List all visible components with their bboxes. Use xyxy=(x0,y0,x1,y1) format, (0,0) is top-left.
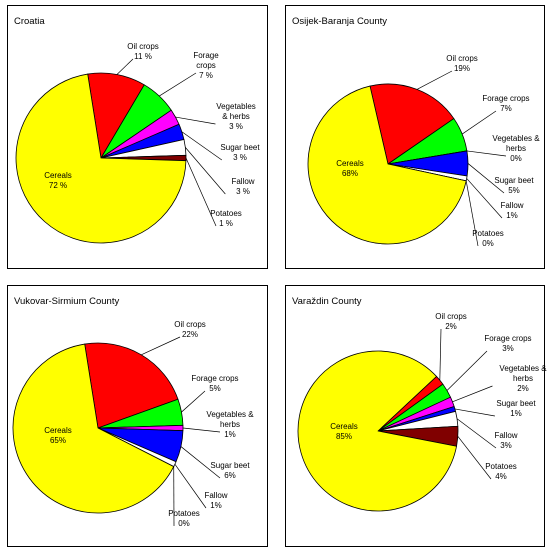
chart-title: Vukovar-Sirmium County xyxy=(14,296,120,307)
data-label-fallow: Fallow 3% xyxy=(494,431,517,450)
data-label-potatoes: Potatoes 0% xyxy=(472,229,504,248)
data-label-vegetables-herbs: Vegetables & herbs 3 % xyxy=(216,102,256,131)
leader-line-forage-crops xyxy=(181,390,206,413)
chart-title: Croatia xyxy=(14,16,45,27)
data-label-potatoes: Potatoes 0% xyxy=(168,509,200,528)
data-label-cereals: Cereals 68% xyxy=(336,159,364,178)
data-label-vegetables-herbs: Vegetables & herbs 2% xyxy=(499,364,547,393)
data-label-forage-crops: Forage crops 7% xyxy=(482,94,529,113)
leader-line-forage-crops xyxy=(461,110,497,135)
leader-line-fallow xyxy=(174,463,207,509)
data-label-oil-crops: Oil crops 19% xyxy=(446,54,478,73)
pie-chart-varazdin: Oil crops 2% Forage crops 3% Vegetables & her… xyxy=(297,312,547,512)
data-label-oil-crops: Oil crops 11 % xyxy=(127,42,159,61)
leader-line-potatoes xyxy=(457,436,492,480)
leader-line-sugar-beet xyxy=(181,131,223,161)
leader-line-vegetables-herbs xyxy=(182,427,221,433)
data-label-vegetables-herbs: Vegetables & herbs 1% xyxy=(206,410,254,439)
data-label-potatoes: Potatoes 4% xyxy=(485,462,517,481)
chart-title: Varaždin County xyxy=(292,296,362,307)
pie-chart-croatia: Oil crops 11 % Forage crops 7 % Vegetables & h… xyxy=(15,42,260,244)
leader-line-oil-crops xyxy=(116,58,134,75)
chart-panel-croatia: Croatia Oil crops 11 % Forage crops 7 % Veget… xyxy=(7,5,268,269)
leader-line-fallow xyxy=(456,418,497,449)
data-label-forage-crops: Forage crops 7 % xyxy=(193,51,219,80)
data-label-oil-crops: Oil crops 2% xyxy=(435,312,467,331)
pie-slice-cereals xyxy=(307,85,467,245)
data-label-cereals: Cereals 72 % xyxy=(44,171,72,190)
leader-line-sugar-beet xyxy=(454,408,495,417)
pie-chart-vukovar-sirmium: Oil crops 22% Forage crops 5% Vegetables & he… xyxy=(12,320,254,528)
pie-slice-cereals xyxy=(12,343,175,514)
chart-title: Osijek-Baranja County xyxy=(292,16,388,27)
leader-line-vegetables-herbs xyxy=(466,150,507,157)
data-label-sugar-beet: Sugar beet 3 % xyxy=(220,143,260,162)
leader-line-sugar-beet xyxy=(467,163,505,194)
chart-panel-varazdin: Varaždin County Oil crops 2% Forage crops 3… xyxy=(285,285,547,547)
leader-line-vegetables-herbs xyxy=(175,116,216,125)
leader-line-potatoes xyxy=(185,157,217,227)
pie-slice-cereals xyxy=(15,73,187,244)
pie-slice-cereals xyxy=(297,350,457,512)
data-label-forage-crops: Forage crops 3% xyxy=(484,334,531,353)
leader-line-oil-crops xyxy=(141,336,181,356)
leader-line-sugar-beet xyxy=(180,446,221,479)
data-label-sugar-beet: Sugar beet 1% xyxy=(496,399,536,418)
pie-chart-osijek-baranja: Oil crops 19% Forage crops 7% Vegetables & he… xyxy=(307,54,540,248)
data-label-oil-crops: Oil crops 22% xyxy=(174,320,206,339)
chart-panel-osijek-baranja: Osijek-Baranja County Oil crops 19% Forage… xyxy=(285,5,545,269)
leader-line-vegetables-herbs xyxy=(452,385,493,403)
data-label-sugar-beet: Sugar beet 6% xyxy=(210,461,250,480)
leader-line-forage-crops xyxy=(159,72,197,97)
leader-line-oil-crops xyxy=(439,328,442,381)
data-label-sugar-beet: Sugar beet 5% xyxy=(494,176,534,195)
data-label-forage-crops: Forage crops 5% xyxy=(191,374,238,393)
leader-line-potatoes xyxy=(465,180,479,247)
pie-slice-oil-crops xyxy=(369,83,455,165)
data-label-fallow: Fallow 1% xyxy=(500,201,523,220)
chart-panel-vukovar-sirmium: Vukovar-Sirmium County Oil crops 22% Forag… xyxy=(7,285,268,547)
leader-line-fallow xyxy=(466,178,503,219)
leader-line-forage-crops xyxy=(446,350,488,391)
data-label-fallow: Fallow 3 % xyxy=(231,177,254,196)
data-label-vegetables-herbs: Vegetables & herbs 0% xyxy=(492,134,540,163)
data-label-cereals: Cereals 65% xyxy=(44,426,72,445)
leader-line-oil-crops xyxy=(416,70,453,90)
data-label-potatoes: Potatoes 1 % xyxy=(210,209,242,228)
data-label-fallow: Fallow 1% xyxy=(204,491,227,510)
data-label-cereals: Cereals 85% xyxy=(330,422,358,441)
leader-line-fallow xyxy=(185,147,226,195)
